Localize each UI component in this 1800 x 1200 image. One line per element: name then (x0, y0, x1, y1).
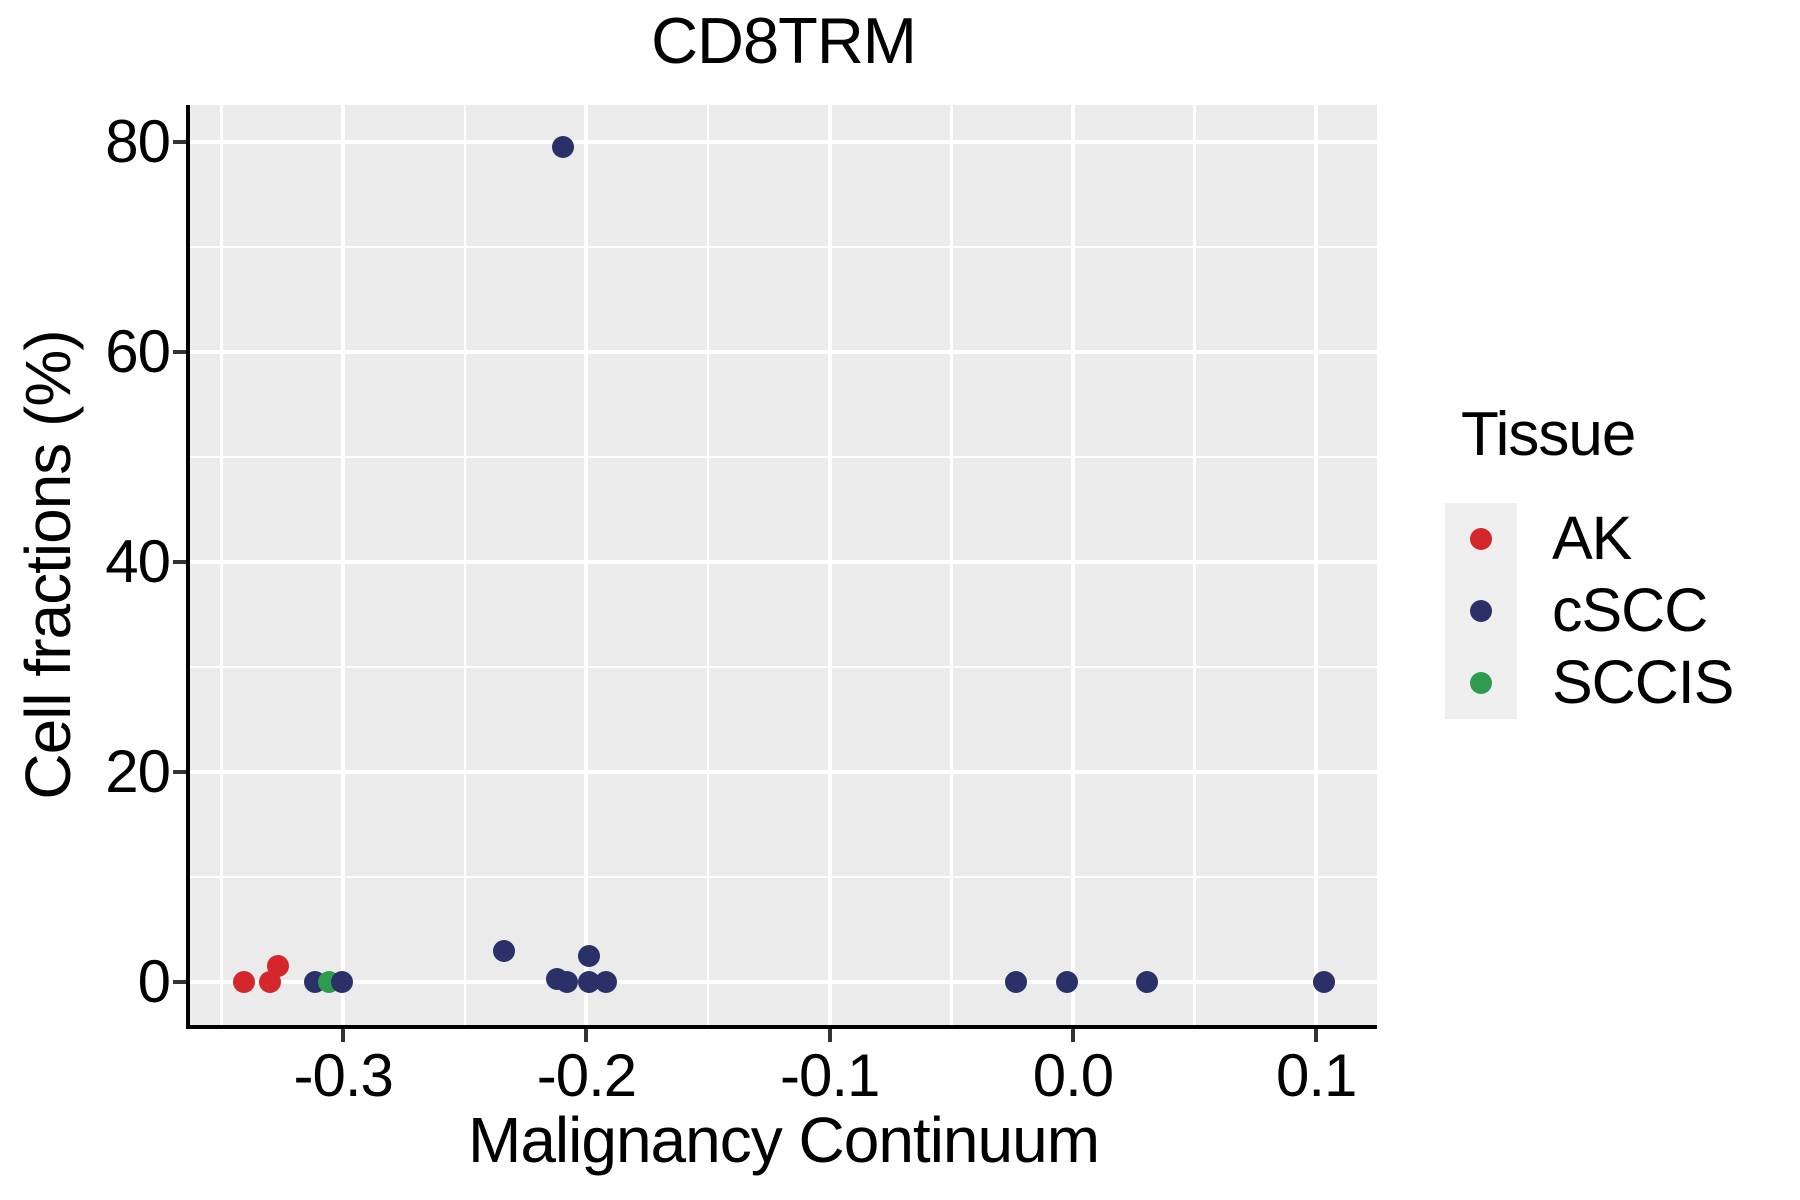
legend-dot-ak (1470, 528, 1492, 550)
y-major-gridline (190, 349, 1377, 354)
data-point-cscc (594, 970, 617, 993)
y-minor-gridline (190, 875, 1377, 879)
y-axis-line (186, 105, 190, 1029)
y-axis-tick (173, 979, 186, 984)
legend-label-ak: AK (1552, 504, 1632, 572)
y-major-gridline (190, 769, 1377, 774)
data-point-cscc (1135, 970, 1158, 993)
y-axis-tick (173, 559, 186, 564)
x-major-gridline (584, 105, 589, 1025)
x-minor-gridline (1193, 105, 1196, 1025)
x-axis-tick (1314, 1029, 1319, 1042)
y-minor-gridline (190, 455, 1377, 459)
data-point-cscc (577, 944, 600, 967)
data-point-cscc (1056, 970, 1079, 993)
data-point-ak (266, 955, 289, 978)
legend-label-cscc: cSCC (1552, 576, 1708, 644)
x-minor-gridline (463, 105, 467, 1025)
x-axis-title: Malignancy Continuum (468, 1104, 1100, 1176)
x-major-gridline (341, 105, 346, 1025)
data-point-cscc (1004, 970, 1027, 993)
y-tick-label: 0 (137, 947, 171, 1015)
x-tick-label: -0.3 (293, 1042, 394, 1109)
data-point-cscc (331, 970, 354, 993)
x-axis-tick (584, 1029, 589, 1042)
plot-title: CD8TRM (651, 4, 917, 77)
y-major-gridline (190, 139, 1377, 144)
y-major-gridline (190, 979, 1377, 984)
x-minor-gridline (220, 105, 223, 1025)
legend-label-sccis: SCCIS (1552, 648, 1734, 716)
x-axis-tick (827, 1029, 832, 1042)
y-minor-gridline (190, 245, 1377, 249)
x-tick-label: 0.1 (1275, 1042, 1357, 1109)
plot-panel (190, 105, 1377, 1025)
x-tick-label: -0.2 (536, 1042, 637, 1109)
y-major-gridline (190, 559, 1377, 564)
data-point-cscc (552, 136, 575, 158)
x-major-gridline (1314, 105, 1319, 1025)
x-tick-label: -0.1 (780, 1042, 880, 1109)
y-axis-tick (173, 349, 186, 354)
y-axis-tick (173, 769, 186, 774)
data-point-cscc (492, 940, 515, 963)
x-minor-gridline (706, 105, 710, 1025)
y-tick-label: 80 (105, 107, 171, 175)
x-axis-tick (341, 1029, 346, 1042)
data-point-ak (232, 970, 255, 993)
x-axis-tick (1070, 1029, 1075, 1042)
legend-dot-cscc (1470, 600, 1492, 622)
x-major-gridline (1070, 105, 1075, 1025)
data-point-cscc (1312, 970, 1335, 993)
y-tick-label: 40 (105, 527, 171, 595)
data-point-cscc (556, 970, 579, 993)
x-minor-gridline (950, 105, 953, 1025)
x-axis-line (186, 1025, 1377, 1029)
legend-title: Tissue (1461, 400, 1636, 469)
legend-dot-sccis (1470, 672, 1492, 694)
x-tick-label: 0.0 (1032, 1042, 1114, 1109)
y-axis-tick (173, 139, 186, 144)
data-point-cscc (577, 970, 600, 993)
y-tick-label: 20 (105, 737, 171, 805)
x-major-gridline (827, 105, 832, 1025)
y-tick-label: 60 (105, 317, 171, 385)
y-minor-gridline (190, 665, 1377, 669)
